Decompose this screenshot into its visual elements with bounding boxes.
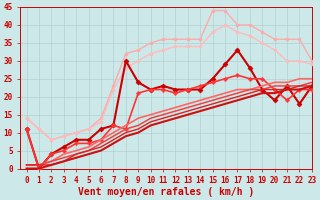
X-axis label: Vent moyen/en rafales ( km/h ): Vent moyen/en rafales ( km/h ) xyxy=(78,187,254,197)
